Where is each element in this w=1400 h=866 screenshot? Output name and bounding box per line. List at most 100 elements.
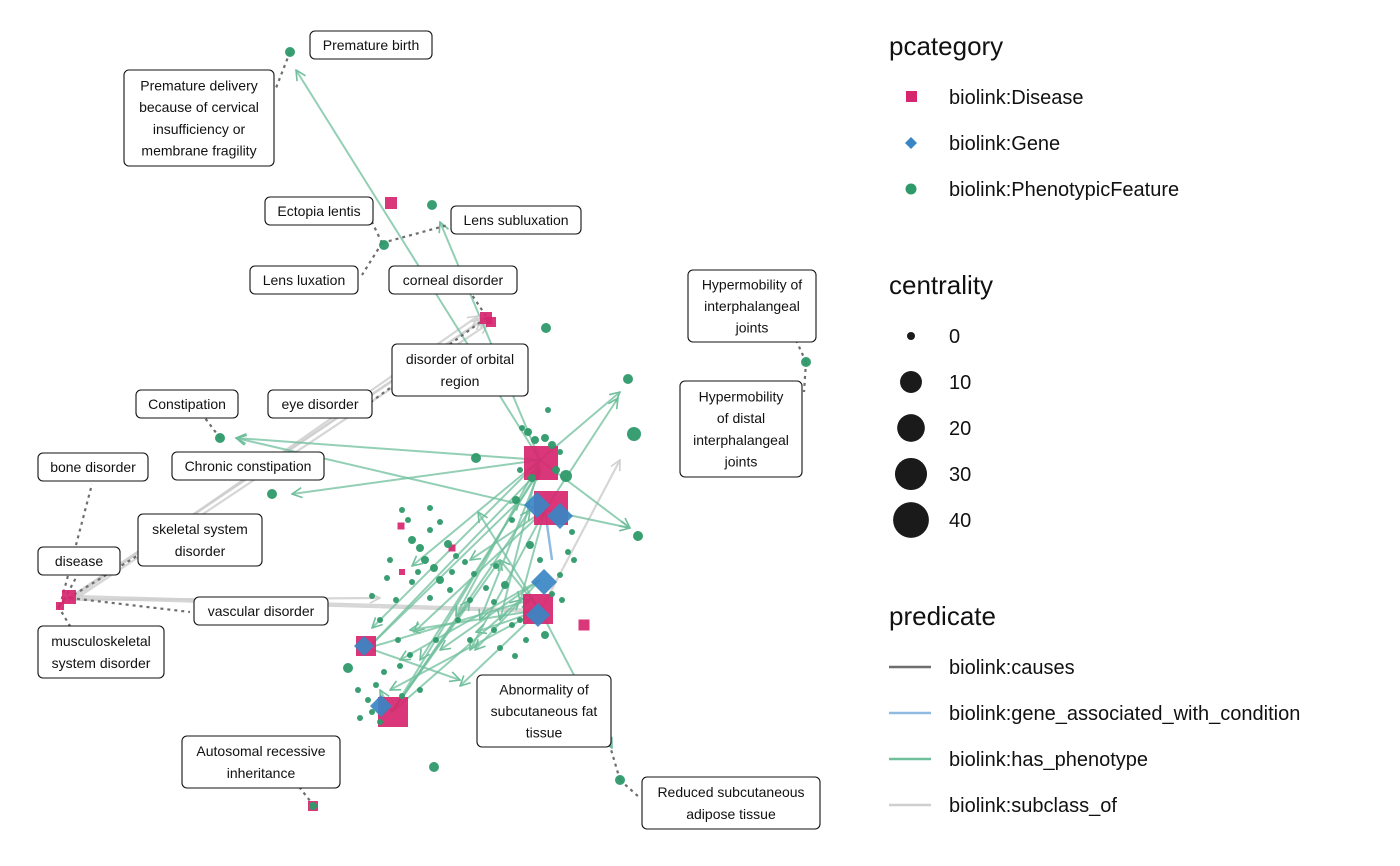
label-box-border	[135, 389, 239, 419]
phenotype-node	[377, 719, 383, 725]
phenotype-node	[571, 557, 577, 563]
phenotype-node	[381, 669, 387, 675]
phenotype-node	[517, 467, 523, 473]
phenotype-node	[560, 470, 572, 482]
node-label-text: Lens luxation	[263, 272, 346, 288]
node-label-text: because of cervical	[139, 99, 259, 115]
label-leader-line	[274, 51, 292, 89]
legend-centrality-circle	[897, 414, 925, 442]
legend-centrality-circle	[894, 457, 928, 491]
phenotype-node	[497, 645, 503, 651]
phenotype-node	[528, 474, 536, 482]
node-label-text: Constipation	[148, 396, 226, 412]
phenotype-node	[436, 576, 444, 584]
phenotype-node	[455, 617, 461, 623]
disease-node	[385, 197, 397, 209]
disease-node	[56, 602, 64, 610]
phenotype-node	[509, 622, 515, 628]
phenotype-node	[512, 496, 520, 504]
node-label-text: Lens subluxation	[463, 212, 568, 228]
label-box-border	[476, 674, 612, 748]
label-box-border	[264, 196, 374, 226]
label-box-border	[687, 269, 817, 343]
gene-node	[526, 603, 550, 627]
node-label-text: Premature delivery	[140, 78, 258, 94]
has-phenotype-edge	[500, 459, 541, 620]
phenotype-node	[537, 557, 543, 563]
has-phenotype-edge	[410, 609, 541, 630]
phenotype-node	[369, 593, 375, 599]
phenotype-node	[215, 433, 225, 443]
legend: pcategory biolink:Disease biolink:Gene biol…	[889, 31, 1300, 817]
node-label-text: Hypermobility	[699, 389, 784, 405]
legend-centrality-circle	[893, 502, 929, 538]
node-label-box: Lens subluxation	[450, 205, 582, 235]
phenotype-node	[373, 682, 379, 688]
legend-predicate-title: predicate	[889, 601, 996, 631]
phenotype-node	[801, 357, 811, 367]
phenotype-node	[416, 544, 424, 552]
has-phenotype-edge	[372, 459, 541, 628]
label-leader-line	[619, 779, 641, 799]
has-phenotype-edge	[400, 579, 541, 660]
legend-centrality-item: 20	[949, 418, 971, 440]
edges-layer	[65, 70, 630, 748]
node-label-text: interphalangeal	[704, 298, 800, 314]
phenotype-node	[483, 585, 489, 591]
phenotype-node	[541, 434, 549, 442]
node-label-text: insufficiency or	[153, 121, 246, 137]
legend-predicate-item: biolink:subclass_of	[949, 795, 1117, 817]
node-label-text: membrane fragility	[141, 142, 256, 158]
phenotype-node	[427, 527, 433, 533]
node-label-text: Hypermobility of	[702, 276, 802, 292]
phenotype-node	[552, 466, 560, 474]
phenotype-node	[449, 569, 455, 575]
node-label-text: musculoskeletal	[51, 633, 151, 649]
phenotype-node	[493, 563, 499, 569]
node-label-text: Premature birth	[323, 37, 419, 53]
has-phenotype-edge	[470, 509, 546, 560]
disease-node	[448, 544, 456, 552]
label-leader-line	[367, 317, 487, 405]
node-label-text: bone disorder	[50, 459, 136, 475]
node-label-text: Abnormality of	[499, 681, 589, 697]
node-label-text: vascular disorder	[208, 603, 315, 619]
phenotype-node	[623, 374, 633, 384]
phenotype-node	[365, 697, 371, 703]
gene-node	[524, 492, 550, 518]
phenotype-node	[557, 572, 563, 578]
phenotype-node	[393, 597, 399, 603]
node-label-box: Ectopia lentis	[264, 196, 374, 226]
node-label-text: skeletal system	[152, 521, 248, 537]
phenotype-node	[633, 531, 643, 541]
phenotype-node	[384, 575, 390, 581]
phenotype-node	[430, 564, 438, 572]
node-label-text: tissue	[526, 725, 563, 741]
phenotype-node	[377, 617, 383, 623]
label-box-border	[37, 452, 149, 482]
phenotype-node	[557, 449, 563, 455]
node-label-box: Reduced subcutaneous adipose tissue	[641, 776, 821, 830]
phenotype-node	[267, 489, 277, 499]
phenotype-node	[405, 517, 411, 523]
subclass-of-edge	[539, 460, 621, 613]
phenotype-node	[399, 507, 405, 513]
phenotype-node	[512, 653, 518, 659]
disease-node	[524, 446, 558, 480]
phenotype-node	[549, 591, 555, 597]
phenotype-node	[509, 517, 515, 523]
phenotype-node	[467, 637, 473, 643]
nodes-layer	[56, 47, 811, 811]
label-leader-line	[63, 573, 79, 601]
legend-predicate-item: biolink:has_phenotype	[949, 749, 1148, 771]
node-label-box: bone disorder	[37, 452, 149, 482]
label-box-border	[171, 451, 325, 481]
label-box-border	[391, 343, 529, 397]
phenotype-node	[501, 581, 509, 589]
label-box-border	[137, 513, 263, 567]
label-box-border	[181, 735, 341, 789]
node-label-box: musculoskeletal system disorder	[37, 625, 165, 679]
gene-node	[354, 636, 374, 656]
disease-node	[399, 569, 405, 575]
